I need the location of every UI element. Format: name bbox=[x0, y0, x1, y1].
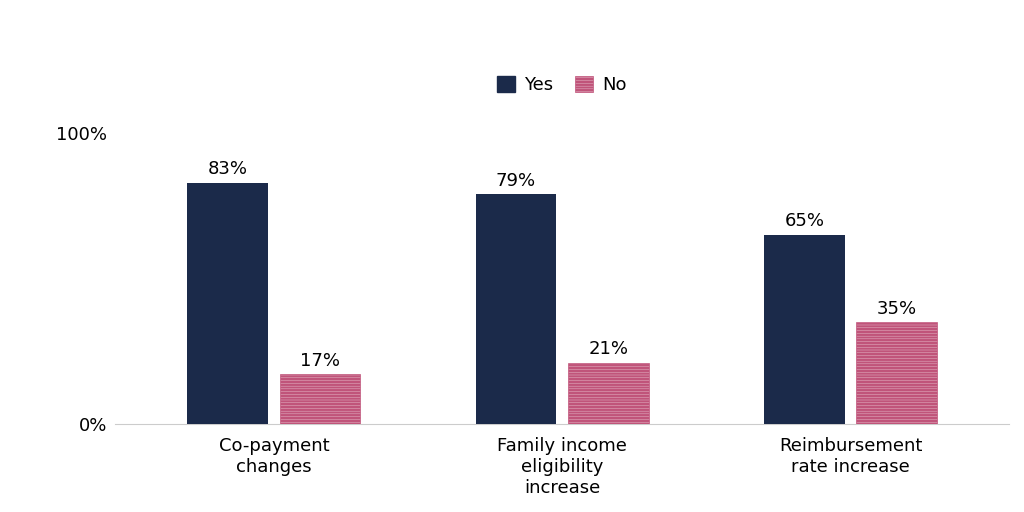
Bar bbox=[187, 183, 268, 423]
Text: 83%: 83% bbox=[208, 160, 248, 178]
Bar bbox=[764, 235, 845, 423]
Bar bbox=[856, 322, 937, 423]
Legend: Yes, No: Yes, No bbox=[490, 69, 634, 101]
Text: 79%: 79% bbox=[496, 172, 537, 190]
Bar bbox=[568, 362, 648, 423]
Bar bbox=[280, 374, 360, 423]
Bar bbox=[476, 194, 556, 423]
Text: 35%: 35% bbox=[877, 300, 916, 317]
Text: 65%: 65% bbox=[784, 212, 824, 230]
Text: 17%: 17% bbox=[300, 352, 340, 370]
Text: 21%: 21% bbox=[588, 340, 629, 358]
